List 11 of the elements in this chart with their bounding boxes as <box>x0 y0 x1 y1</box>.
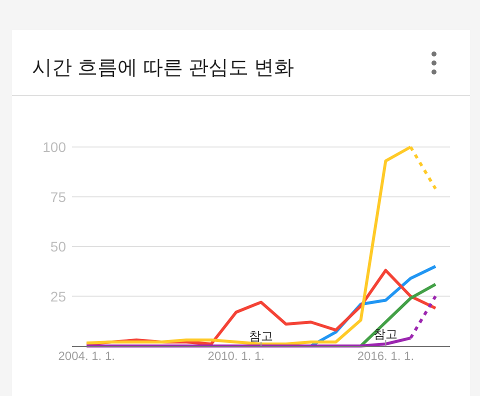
annotation: 참고 <box>249 329 274 343</box>
annotation: 참고 <box>374 327 398 342</box>
y-tick-label: 100 <box>42 139 66 155</box>
y-tick-label: 50 <box>50 238 66 254</box>
line-series <box>359 282 438 348</box>
y-tick-label: 25 <box>50 288 66 304</box>
x-tick-label: 2004. 1. 1. <box>58 349 115 363</box>
x-tick-label: 2010. 1. 1. <box>208 349 265 363</box>
chart-title: 시간 흐름에 따른 관심도 변화 <box>32 57 294 79</box>
x-tick-label: 2016. 1. 1. <box>357 349 414 363</box>
y-tick-label: 75 <box>50 188 66 205</box>
